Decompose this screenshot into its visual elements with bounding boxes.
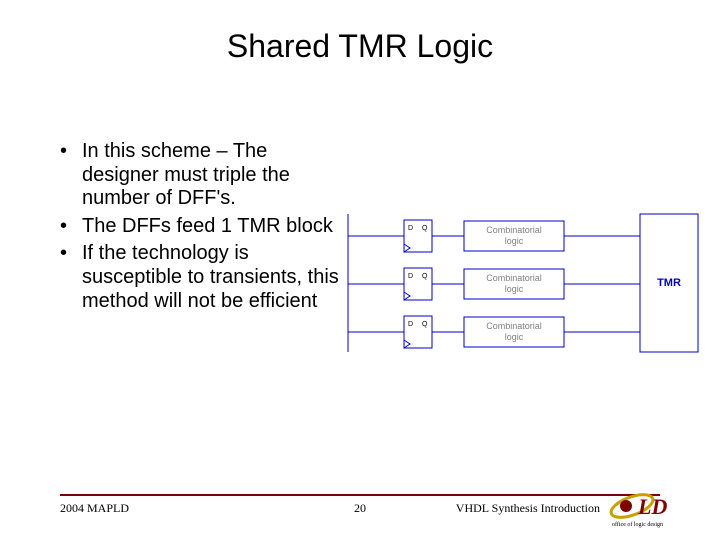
- bullet-list: In this scheme – The designer must tripl…: [60, 140, 340, 317]
- footer-divider: [60, 494, 660, 496]
- svg-text:D: D: [408, 225, 413, 232]
- svg-text:Q: Q: [422, 273, 428, 280]
- old-logo-icon: LD office of logic design: [608, 488, 680, 528]
- svg-text:Combinatorial: Combinatorial: [486, 273, 542, 283]
- svg-text:TMR: TMR: [657, 277, 681, 289]
- svg-text:Combinatorial: Combinatorial: [486, 225, 542, 235]
- svg-text:logic: logic: [505, 332, 524, 342]
- svg-text:Q: Q: [422, 321, 428, 328]
- footer-right: VHDL Synthesis Introduction: [456, 501, 600, 516]
- list-item: In this scheme – The designer must tripl…: [60, 140, 340, 211]
- page-title: Shared TMR Logic: [0, 28, 720, 65]
- svg-text:Q: Q: [422, 225, 428, 232]
- tmr-diagram: DQDQDQ CombinatoriallogicCombinatoriallo…: [346, 206, 702, 360]
- svg-text:logic: logic: [505, 236, 524, 246]
- svg-text:logic: logic: [505, 284, 524, 294]
- svg-text:LD: LD: [637, 494, 667, 519]
- svg-text:Combinatorial: Combinatorial: [486, 321, 542, 331]
- svg-text:D: D: [408, 273, 413, 280]
- list-item: If the technology is susceptible to tran…: [60, 242, 340, 313]
- svg-text:D: D: [408, 321, 413, 328]
- list-item: The DFFs feed 1 TMR block: [60, 215, 340, 239]
- svg-text:office of logic design: office of logic design: [612, 521, 663, 528]
